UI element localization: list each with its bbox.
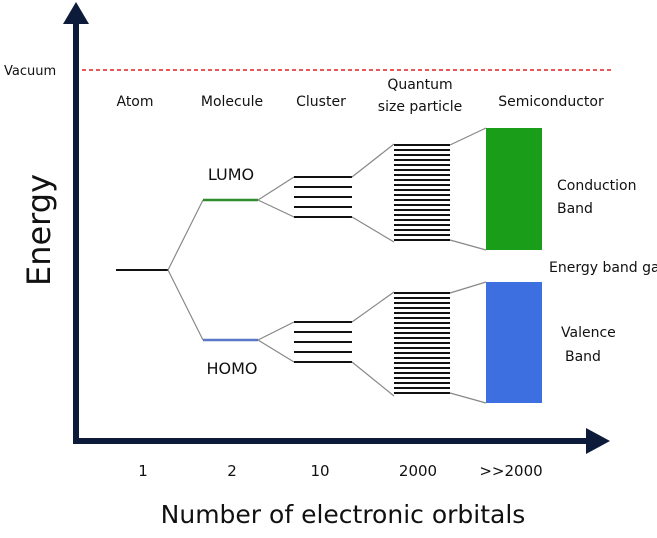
cluster-to-quantum-lower-bottom	[351, 361, 395, 397]
column-title-atom: Atom	[116, 94, 153, 110]
orbital-count-quantum: 2000	[399, 462, 437, 480]
conduction-band-label-line1: Conduction	[557, 178, 637, 194]
quantum-to-conduction-top	[449, 127, 487, 146]
cluster-upper-levels	[294, 176, 352, 218]
column-title-molecule: Molecule	[201, 94, 263, 110]
quantum-to-valence-bottom	[449, 392, 487, 404]
conduction-band	[486, 128, 542, 250]
lumo-to-cluster-upper	[257, 176, 295, 201]
homo-to-cluster-upper	[257, 321, 295, 341]
quantum-to-valence-top	[449, 281, 487, 294]
energy-band-gap-label: Energy band gap	[549, 260, 657, 276]
orbital-count-cluster: 10	[310, 462, 329, 480]
cluster-to-quantum-lower-top	[351, 291, 395, 323]
homo-label: HOMO	[206, 359, 257, 378]
cluster-lower-levels	[294, 321, 352, 363]
atom-to-homo-connector	[167, 269, 204, 341]
column-title-quantum-line1: Quantum	[387, 77, 452, 93]
column-title-cluster: Cluster	[296, 94, 346, 110]
valence-band-label-line2: Band	[565, 349, 601, 365]
vacuum-label: Vacuum	[4, 64, 56, 79]
column-title-semiconductor: Semiconductor	[498, 94, 604, 110]
quantum-to-conduction-bottom	[449, 239, 487, 251]
valence-band-label-line1: Valence	[561, 325, 616, 341]
orbital-count-molecule: 2	[227, 462, 237, 480]
y-axis-arrow	[63, 2, 89, 24]
cluster-to-quantum-upper-bottom	[351, 216, 395, 243]
y-axis-label: Energy	[20, 174, 58, 286]
x-axis-label: Number of electronic orbitals	[161, 500, 526, 529]
lumo-to-cluster-lower	[257, 199, 295, 218]
orbital-count-atom: 1	[138, 462, 148, 480]
conduction-band-label-line2: Band	[557, 201, 593, 217]
atom-to-lumo-connector	[167, 199, 204, 271]
lumo-label: LUMO	[208, 165, 254, 184]
quantum-lower-levels	[394, 292, 450, 394]
column-title-quantum-line2: size particle	[378, 99, 462, 115]
cluster-to-quantum-upper-top	[351, 143, 395, 178]
x-axis-arrow	[586, 428, 610, 454]
quantum-upper-levels	[394, 144, 450, 241]
valence-band	[486, 282, 542, 403]
orbital-count-semiconductor: >>2000	[479, 462, 542, 480]
homo-to-cluster-lower	[257, 339, 295, 363]
